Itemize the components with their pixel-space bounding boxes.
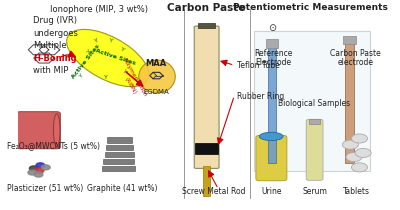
Bar — [102, 166, 135, 172]
Text: (AIBN): (AIBN) — [124, 77, 138, 96]
Text: Multiple: Multiple — [33, 41, 67, 50]
Circle shape — [42, 165, 50, 170]
Text: electrode: electrode — [338, 58, 374, 67]
Text: Y: Y — [79, 72, 86, 79]
Circle shape — [36, 163, 45, 168]
Circle shape — [28, 170, 37, 175]
Text: Potentiometric Measurements: Potentiometric Measurements — [233, 3, 388, 12]
Text: Teflon Tube: Teflon Tube — [236, 61, 279, 70]
Text: Y: Y — [86, 49, 93, 55]
Circle shape — [352, 134, 368, 143]
Bar — [198, 23, 215, 28]
Text: Y: Y — [104, 75, 108, 80]
Circle shape — [35, 168, 44, 173]
Text: Carbon Paste: Carbon Paste — [167, 3, 246, 13]
Text: Tablets: Tablets — [344, 186, 370, 196]
Text: with MIP: with MIP — [33, 66, 68, 75]
FancyBboxPatch shape — [194, 26, 219, 168]
Text: Active Sites: Active Sites — [71, 43, 101, 79]
Text: Urine: Urine — [261, 186, 282, 196]
FancyBboxPatch shape — [256, 135, 287, 181]
Text: Active Sites: Active Sites — [94, 48, 136, 66]
Ellipse shape — [139, 60, 175, 93]
Circle shape — [355, 148, 371, 158]
Text: undergoes: undergoes — [33, 29, 78, 38]
FancyBboxPatch shape — [306, 119, 323, 180]
Text: Screw Metal Rod: Screw Metal Rod — [182, 186, 245, 196]
Bar — [309, 119, 320, 124]
Text: Y: Y — [109, 38, 114, 43]
Bar — [104, 159, 134, 164]
Text: ⊙: ⊙ — [268, 23, 276, 33]
Text: Serum: Serum — [302, 186, 327, 196]
Circle shape — [352, 163, 368, 172]
Ellipse shape — [259, 132, 283, 140]
Circle shape — [346, 152, 362, 161]
FancyBboxPatch shape — [254, 31, 370, 172]
Text: Electrode: Electrode — [256, 58, 292, 67]
Text: MAA: MAA — [146, 59, 167, 68]
Text: H-Boning: H-Boning — [33, 54, 77, 63]
Text: Rubber Ring: Rubber Ring — [236, 92, 284, 101]
Text: Reference: Reference — [254, 49, 293, 58]
Circle shape — [342, 140, 358, 149]
Circle shape — [29, 166, 38, 171]
Text: Fe₂O₃@MWCNTs (5 wt%): Fe₂O₃@MWCNTs (5 wt%) — [6, 141, 100, 150]
FancyBboxPatch shape — [17, 112, 60, 149]
Bar — [343, 36, 356, 44]
Text: Plasticizer (51 wt%): Plasticizer (51 wt%) — [6, 184, 83, 193]
Text: Drug (IVR): Drug (IVR) — [33, 16, 77, 25]
Bar — [106, 145, 133, 150]
Ellipse shape — [54, 114, 60, 147]
Text: Polymerization: Polymerization — [121, 58, 148, 98]
Bar — [104, 152, 134, 157]
Bar — [268, 44, 276, 163]
Bar — [345, 39, 354, 163]
Bar — [266, 39, 278, 48]
Ellipse shape — [67, 29, 149, 87]
Text: Carbon Paste: Carbon Paste — [330, 49, 381, 58]
Text: Ionophore (MIP, 3 wt%): Ionophore (MIP, 3 wt%) — [50, 5, 148, 14]
Text: Y: Y — [94, 37, 100, 44]
Bar — [195, 143, 218, 154]
Text: Y: Y — [121, 68, 127, 75]
Text: Biological Samples: Biological Samples — [278, 99, 350, 108]
Bar — [107, 138, 132, 143]
Text: Graphite (41 wt%): Graphite (41 wt%) — [87, 184, 158, 193]
Text: Y: Y — [120, 47, 125, 53]
Text: EGDMA: EGDMA — [144, 89, 169, 95]
Bar — [203, 166, 210, 196]
Circle shape — [34, 172, 43, 177]
